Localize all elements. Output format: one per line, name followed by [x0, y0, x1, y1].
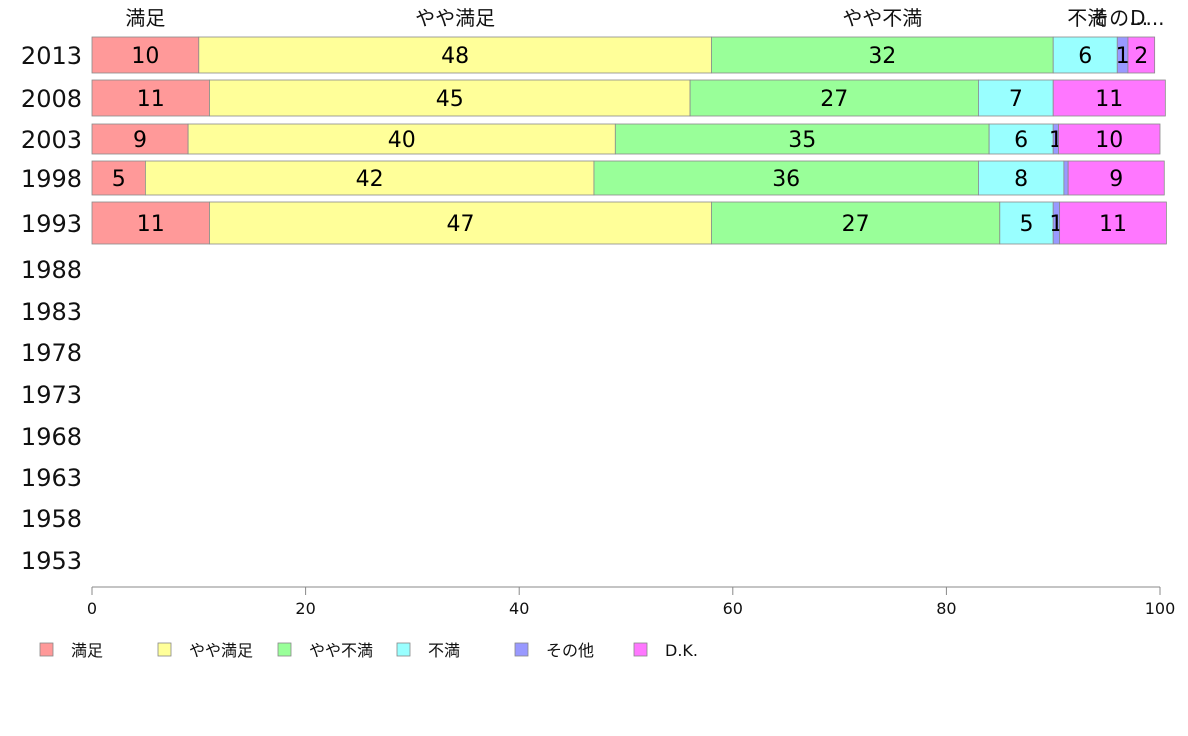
bar-value-label: 40 — [388, 128, 416, 153]
bar-segment — [91, 160, 146, 196]
bar-segment — [1067, 160, 1165, 196]
legend-swatch — [277, 642, 292, 657]
bar-value-label: 32 — [868, 44, 896, 69]
bar-segment — [91, 201, 210, 245]
bar-value-label: 5 — [1020, 212, 1034, 237]
year-label: 2013 — [21, 42, 82, 70]
year-label: 1953 — [21, 547, 82, 575]
bar-value-label: 6 — [1014, 128, 1028, 153]
bar-value-label: 27 — [842, 212, 870, 237]
bar-value-label: 9 — [133, 128, 147, 153]
bar-segment — [593, 160, 979, 196]
legend-label: その他 — [546, 641, 594, 660]
year-label: 1958 — [21, 505, 82, 533]
legend-label: やや満足 — [189, 641, 253, 660]
year-label: 1993 — [21, 210, 82, 238]
bar-segment — [91, 36, 200, 74]
year-label: 1973 — [21, 381, 82, 409]
bar-segment — [91, 123, 189, 155]
bar-segment — [999, 201, 1054, 245]
bar-value-label: 2 — [1134, 44, 1148, 69]
category-header: やや不満 — [842, 6, 922, 30]
legend-swatch — [396, 642, 411, 657]
year-label: 1988 — [21, 256, 82, 284]
bar-value-label: 1 — [1116, 44, 1130, 69]
bar-value-label: 10 — [131, 44, 159, 69]
x-tick-label: 100 — [1145, 599, 1176, 618]
year-label: 1978 — [21, 339, 82, 367]
bar-segment — [209, 79, 691, 117]
bar-value-label: 47 — [446, 212, 474, 237]
bar-segment — [988, 123, 1054, 155]
bar-segment — [91, 79, 210, 117]
category-header: 満足 — [125, 6, 165, 30]
bar-value-label: 36 — [772, 167, 800, 192]
bar-value-label: 6 — [1078, 44, 1092, 69]
bar-value-label: 11 — [1095, 87, 1123, 112]
bar-value-label: 11 — [137, 87, 165, 112]
bar-value-label: 11 — [137, 212, 165, 237]
bar-value-label: 11 — [1099, 212, 1127, 237]
year-label: 1963 — [21, 464, 82, 492]
x-tick-label: 40 — [509, 599, 529, 618]
category-header: D... — [1130, 6, 1164, 30]
bar-value-label: 48 — [441, 44, 469, 69]
bar-segment — [1059, 201, 1167, 245]
year-label: 1998 — [21, 165, 82, 193]
year-label: 1968 — [21, 423, 82, 451]
bar-segment — [978, 160, 1065, 196]
bar-segment — [1052, 36, 1118, 74]
bar-segment — [711, 201, 1001, 245]
bar-value-label: 45 — [436, 87, 464, 112]
bar-value-label: 7 — [1009, 87, 1023, 112]
bar-segment — [187, 123, 616, 155]
category-header: 不満 — [1067, 6, 1107, 30]
bar-segment — [1127, 36, 1156, 74]
bar-segment — [1058, 123, 1161, 155]
bar-segment — [689, 79, 979, 117]
legend-label: 不満 — [428, 641, 460, 660]
legend-label: やや不満 — [309, 641, 373, 660]
category-header: やや満足 — [415, 6, 495, 30]
x-tick-label: 60 — [723, 599, 743, 618]
x-tick-label: 20 — [295, 599, 315, 618]
legend-swatch — [633, 642, 648, 657]
bar-segment — [144, 160, 595, 196]
bar-segment — [1063, 160, 1069, 196]
legend-swatch — [39, 642, 54, 657]
bar-segment — [209, 201, 712, 245]
bar-value-label: 8 — [1014, 167, 1028, 192]
year-label: 2003 — [21, 126, 82, 154]
bar-value-label: 42 — [356, 167, 384, 192]
year-label: 1983 — [21, 298, 82, 326]
bar-value-label: 10 — [1095, 128, 1123, 153]
bar-segment — [1052, 79, 1166, 117]
legend-label: 満足 — [71, 641, 103, 660]
legend-swatch — [514, 642, 529, 657]
bar-value-label: 27 — [820, 87, 848, 112]
category-header: その... — [1089, 6, 1148, 30]
bar-segment — [614, 123, 990, 155]
bar-value-label: 5 — [112, 167, 126, 192]
bar-value-label: 9 — [1109, 167, 1123, 192]
bar-value-label: 35 — [788, 128, 816, 153]
legend-swatch — [157, 642, 172, 657]
x-tick-label: 80 — [936, 599, 956, 618]
year-label: 2008 — [21, 85, 82, 113]
legend-label: D.K. — [665, 641, 698, 660]
x-tick-label: 0 — [87, 599, 97, 618]
